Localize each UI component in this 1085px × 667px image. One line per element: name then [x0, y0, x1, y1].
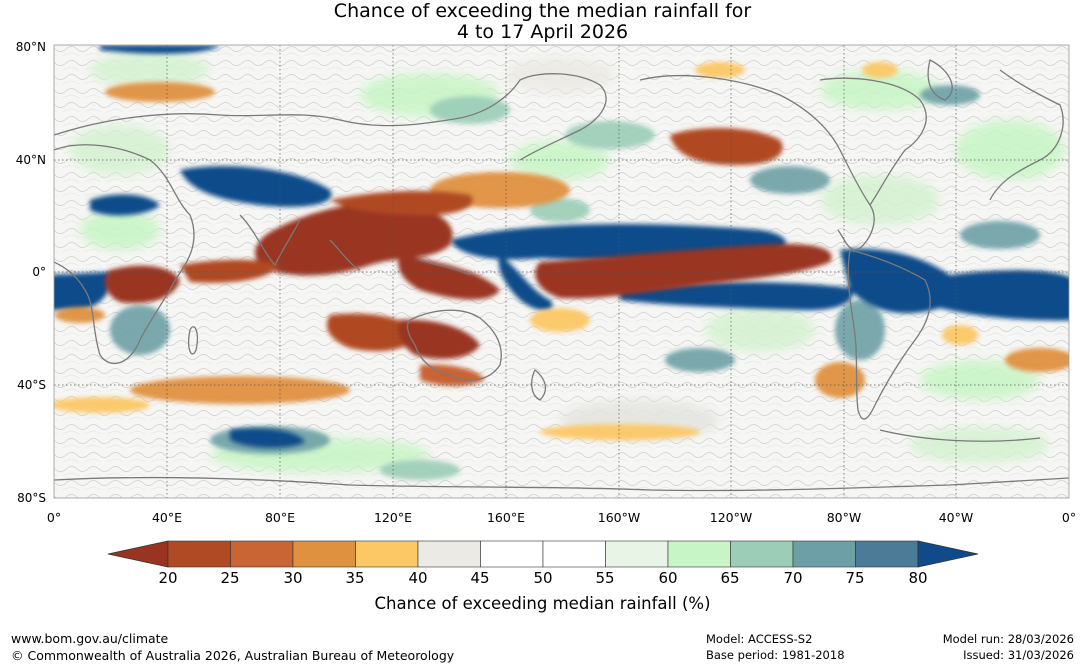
lon-label-160e: 160°E: [486, 510, 525, 525]
lat-label-80s: 80°S: [17, 491, 46, 505]
lon-label-0-left: 0°: [46, 510, 62, 525]
lon-label-160w: 160°W: [597, 510, 641, 525]
colorbar-tick-75: 75: [845, 569, 865, 587]
colorbar-bin: [417, 540, 481, 568]
colorbar-tick-40: 40: [408, 569, 428, 587]
colorbar-tick-25: 25: [220, 569, 240, 587]
footer-model: Model: ACCESS-S2: [706, 632, 813, 646]
colorbar-tick-65: 65: [720, 569, 740, 587]
footer-issued: Issued: 31/03/2026: [963, 648, 1074, 662]
lat-label-80n: 80°N: [15, 40, 46, 54]
colorbar-extension-high: [917, 540, 979, 568]
colorbar-tick-80: 80: [908, 569, 928, 587]
footer-url: www.bom.gov.au/climate: [11, 631, 169, 646]
colorbar-bin: [292, 540, 356, 568]
lat-label-40s: 40°S: [17, 378, 46, 392]
lon-label-40e: 40°E: [151, 510, 183, 525]
map-title-line2: 4 to 17 April 2026: [456, 21, 629, 43]
colorbar-bin: [605, 540, 669, 568]
colorbar-bin: [167, 540, 231, 568]
colorbar-tick-50: 50: [533, 569, 553, 587]
colorbar-bin: [667, 540, 731, 568]
colorbar-bin: [855, 540, 919, 568]
lon-label-120e: 120°E: [373, 510, 412, 525]
lon-label-0-right: 0°: [1061, 510, 1077, 525]
lon-label-80e: 80°E: [264, 510, 296, 525]
colorbar-bin: [730, 540, 794, 568]
colorbar-bin: [480, 540, 544, 568]
colorbar-tick-45: 45: [470, 569, 490, 587]
lon-label-120w: 120°W: [709, 510, 753, 525]
colorbar-tick-60: 60: [658, 569, 678, 587]
lon-label-40w: 40°W: [938, 510, 974, 525]
lon-label-80w: 80°W: [826, 510, 862, 525]
colorbar-extension-low: [107, 540, 169, 568]
footer-copyright: © Commonwealth of Australia 2026, Austra…: [11, 648, 455, 663]
colorbar-label: Chance of exceeding median rainfall (%): [374, 594, 711, 613]
high-probability-regions: [54, 45, 1069, 448]
colorbar-tick-55: 55: [595, 569, 615, 587]
footer-model-run: Model run: 28/03/2026: [942, 632, 1074, 646]
lat-label-40n: 40°N: [15, 153, 46, 167]
map-frame: [53, 44, 1070, 499]
lat-label-0: 0°: [32, 265, 46, 279]
colorbar-tick-35: 35: [345, 569, 365, 587]
graticule: [54, 45, 1069, 498]
colorbar-bin: [542, 540, 606, 568]
footer-base-period: Base period: 1981-2018: [706, 648, 845, 662]
colorbar-tick-70: 70: [783, 569, 803, 587]
map-title-line1: Chance of exceeding the median rainfall …: [333, 0, 752, 22]
colorbar-bin: [230, 540, 294, 568]
colorbar-bin: [355, 540, 419, 568]
low-probability-regions: [104, 128, 832, 386]
colorbar-tick-20: 20: [158, 569, 178, 587]
colorbar-bin: [792, 540, 856, 568]
colorbar-tick-30: 30: [283, 569, 303, 587]
coastlines: [54, 59, 1069, 492]
